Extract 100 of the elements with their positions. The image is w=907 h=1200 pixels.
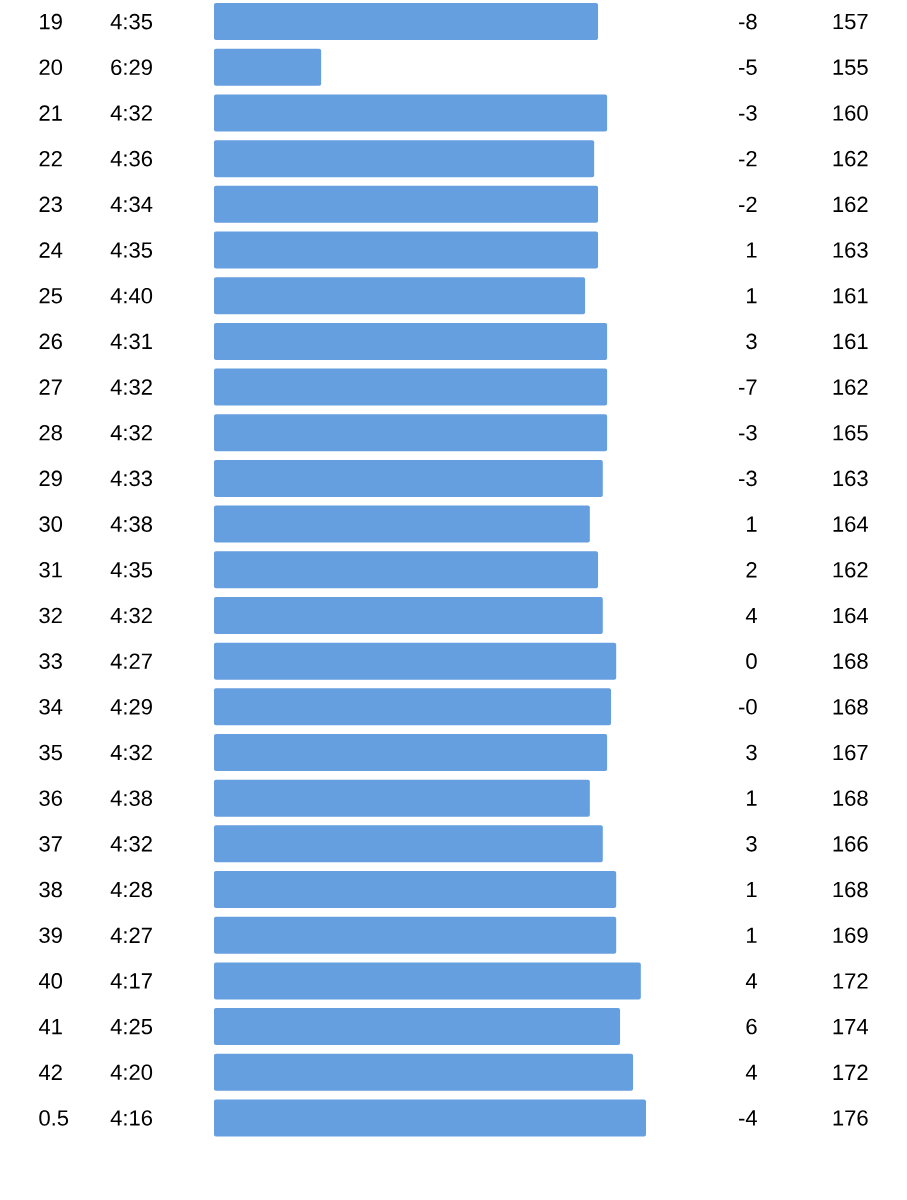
y-tick-label: 29 [39, 470, 62, 487]
y-tick-label: 26 [39, 333, 62, 350]
y-tick-label: 36 [39, 790, 62, 806]
text: 174 [833, 1019, 868, 1035]
bar [214, 916, 617, 954]
text: 3 [746, 333, 757, 350]
y-tick-label: 24 [39, 242, 63, 258]
text: 4:38 [110, 516, 152, 532]
bar [214, 322, 608, 360]
text: 168 [833, 653, 868, 669]
y-tick-label: 39 [39, 927, 62, 944]
text: 3 [746, 836, 757, 852]
text: 155 [833, 59, 868, 75]
bar [214, 140, 595, 178]
y-tick-label: 37 [39, 836, 62, 852]
text: 3 [746, 744, 757, 761]
text: 4:29 [110, 699, 152, 715]
text: 168 [833, 881, 868, 898]
text: -3 [739, 105, 757, 121]
text: -2 [739, 150, 757, 167]
y-tick-label: 33 [39, 653, 62, 669]
bar [214, 368, 608, 406]
text: 160 [833, 105, 868, 121]
text: 1 [747, 288, 757, 304]
text: 4:25 [110, 1018, 153, 1035]
text: 164 [833, 607, 868, 624]
text: 162 [833, 379, 868, 395]
bar [214, 779, 590, 817]
text: 4:32 [110, 607, 152, 624]
text: 169 [833, 927, 868, 944]
y-tick-label: 40 [38, 973, 63, 989]
y-tick-label: 27 [39, 379, 62, 395]
text: 4:33 [110, 470, 152, 487]
text: 4:32 [110, 836, 152, 852]
bar [214, 688, 611, 726]
text: 168 [833, 699, 868, 715]
bar [214, 1008, 621, 1046]
text: -7 [739, 379, 757, 395]
y-tick-label: 31 [39, 561, 62, 578]
text: 162 [833, 150, 868, 167]
bar [214, 185, 599, 223]
bar [214, 1099, 646, 1137]
bar [214, 1053, 634, 1091]
bar [214, 871, 617, 909]
text: 1 [747, 790, 757, 806]
text: 4:32 [110, 379, 152, 395]
text: 4:35 [110, 242, 153, 258]
bar [214, 596, 603, 634]
y-tick-label: 34 [39, 699, 63, 715]
text: 4:34 [110, 196, 153, 213]
bar [214, 825, 603, 863]
text: 161 [833, 287, 868, 304]
text: -4 [739, 1110, 757, 1126]
text: 4:31 [110, 333, 152, 350]
text: 176 [833, 1110, 868, 1126]
text: -8 [739, 13, 757, 30]
text: 166 [833, 836, 868, 852]
bar [214, 414, 608, 452]
text: 1 [747, 242, 757, 258]
text: 161 [833, 333, 868, 350]
y-tick-label: 42 [38, 1064, 62, 1080]
text: 4:32 [110, 424, 152, 441]
text: 4:32 [110, 744, 152, 761]
y-tick-label: 28 [39, 424, 62, 441]
text: 1 [747, 881, 757, 898]
y-tick-label: 30 [39, 516, 63, 532]
text: 4:16 [110, 1110, 152, 1126]
text: 6:29 [111, 59, 152, 76]
text: 4:17 [110, 973, 152, 989]
text: 162 [833, 196, 868, 213]
text: -2 [739, 196, 757, 213]
y-tick-label: 20 [39, 59, 63, 76]
text: -5 [739, 59, 757, 75]
bar [214, 94, 608, 132]
text: 6 [746, 1018, 757, 1035]
y-tick-label: 38 [39, 881, 62, 898]
text: -0 [739, 699, 757, 715]
text: 167 [833, 744, 868, 761]
y-tick-label: 19 [40, 13, 62, 30]
text: 2 [746, 562, 757, 578]
bar [214, 277, 586, 315]
text: 1 [747, 516, 757, 532]
text: 4:32 [110, 105, 152, 121]
y-tick-label: 35 [39, 744, 62, 761]
bar [214, 551, 599, 589]
text: 172 [833, 973, 868, 989]
bar [214, 48, 322, 86]
text: 162 [833, 561, 868, 578]
text: 163 [833, 470, 868, 487]
bar [214, 505, 590, 543]
y-tick-label: 23 [39, 196, 62, 213]
bar [214, 642, 617, 680]
y-tick-label: 0.5 [39, 1110, 69, 1126]
text: 4:40 [110, 287, 153, 304]
text: 4 [745, 1064, 757, 1080]
text: 172 [833, 1064, 868, 1080]
text: 4:38 [110, 790, 152, 806]
text: 4:36 [110, 150, 152, 167]
text: 164 [833, 516, 868, 532]
y-tick-label: 22 [39, 150, 62, 167]
